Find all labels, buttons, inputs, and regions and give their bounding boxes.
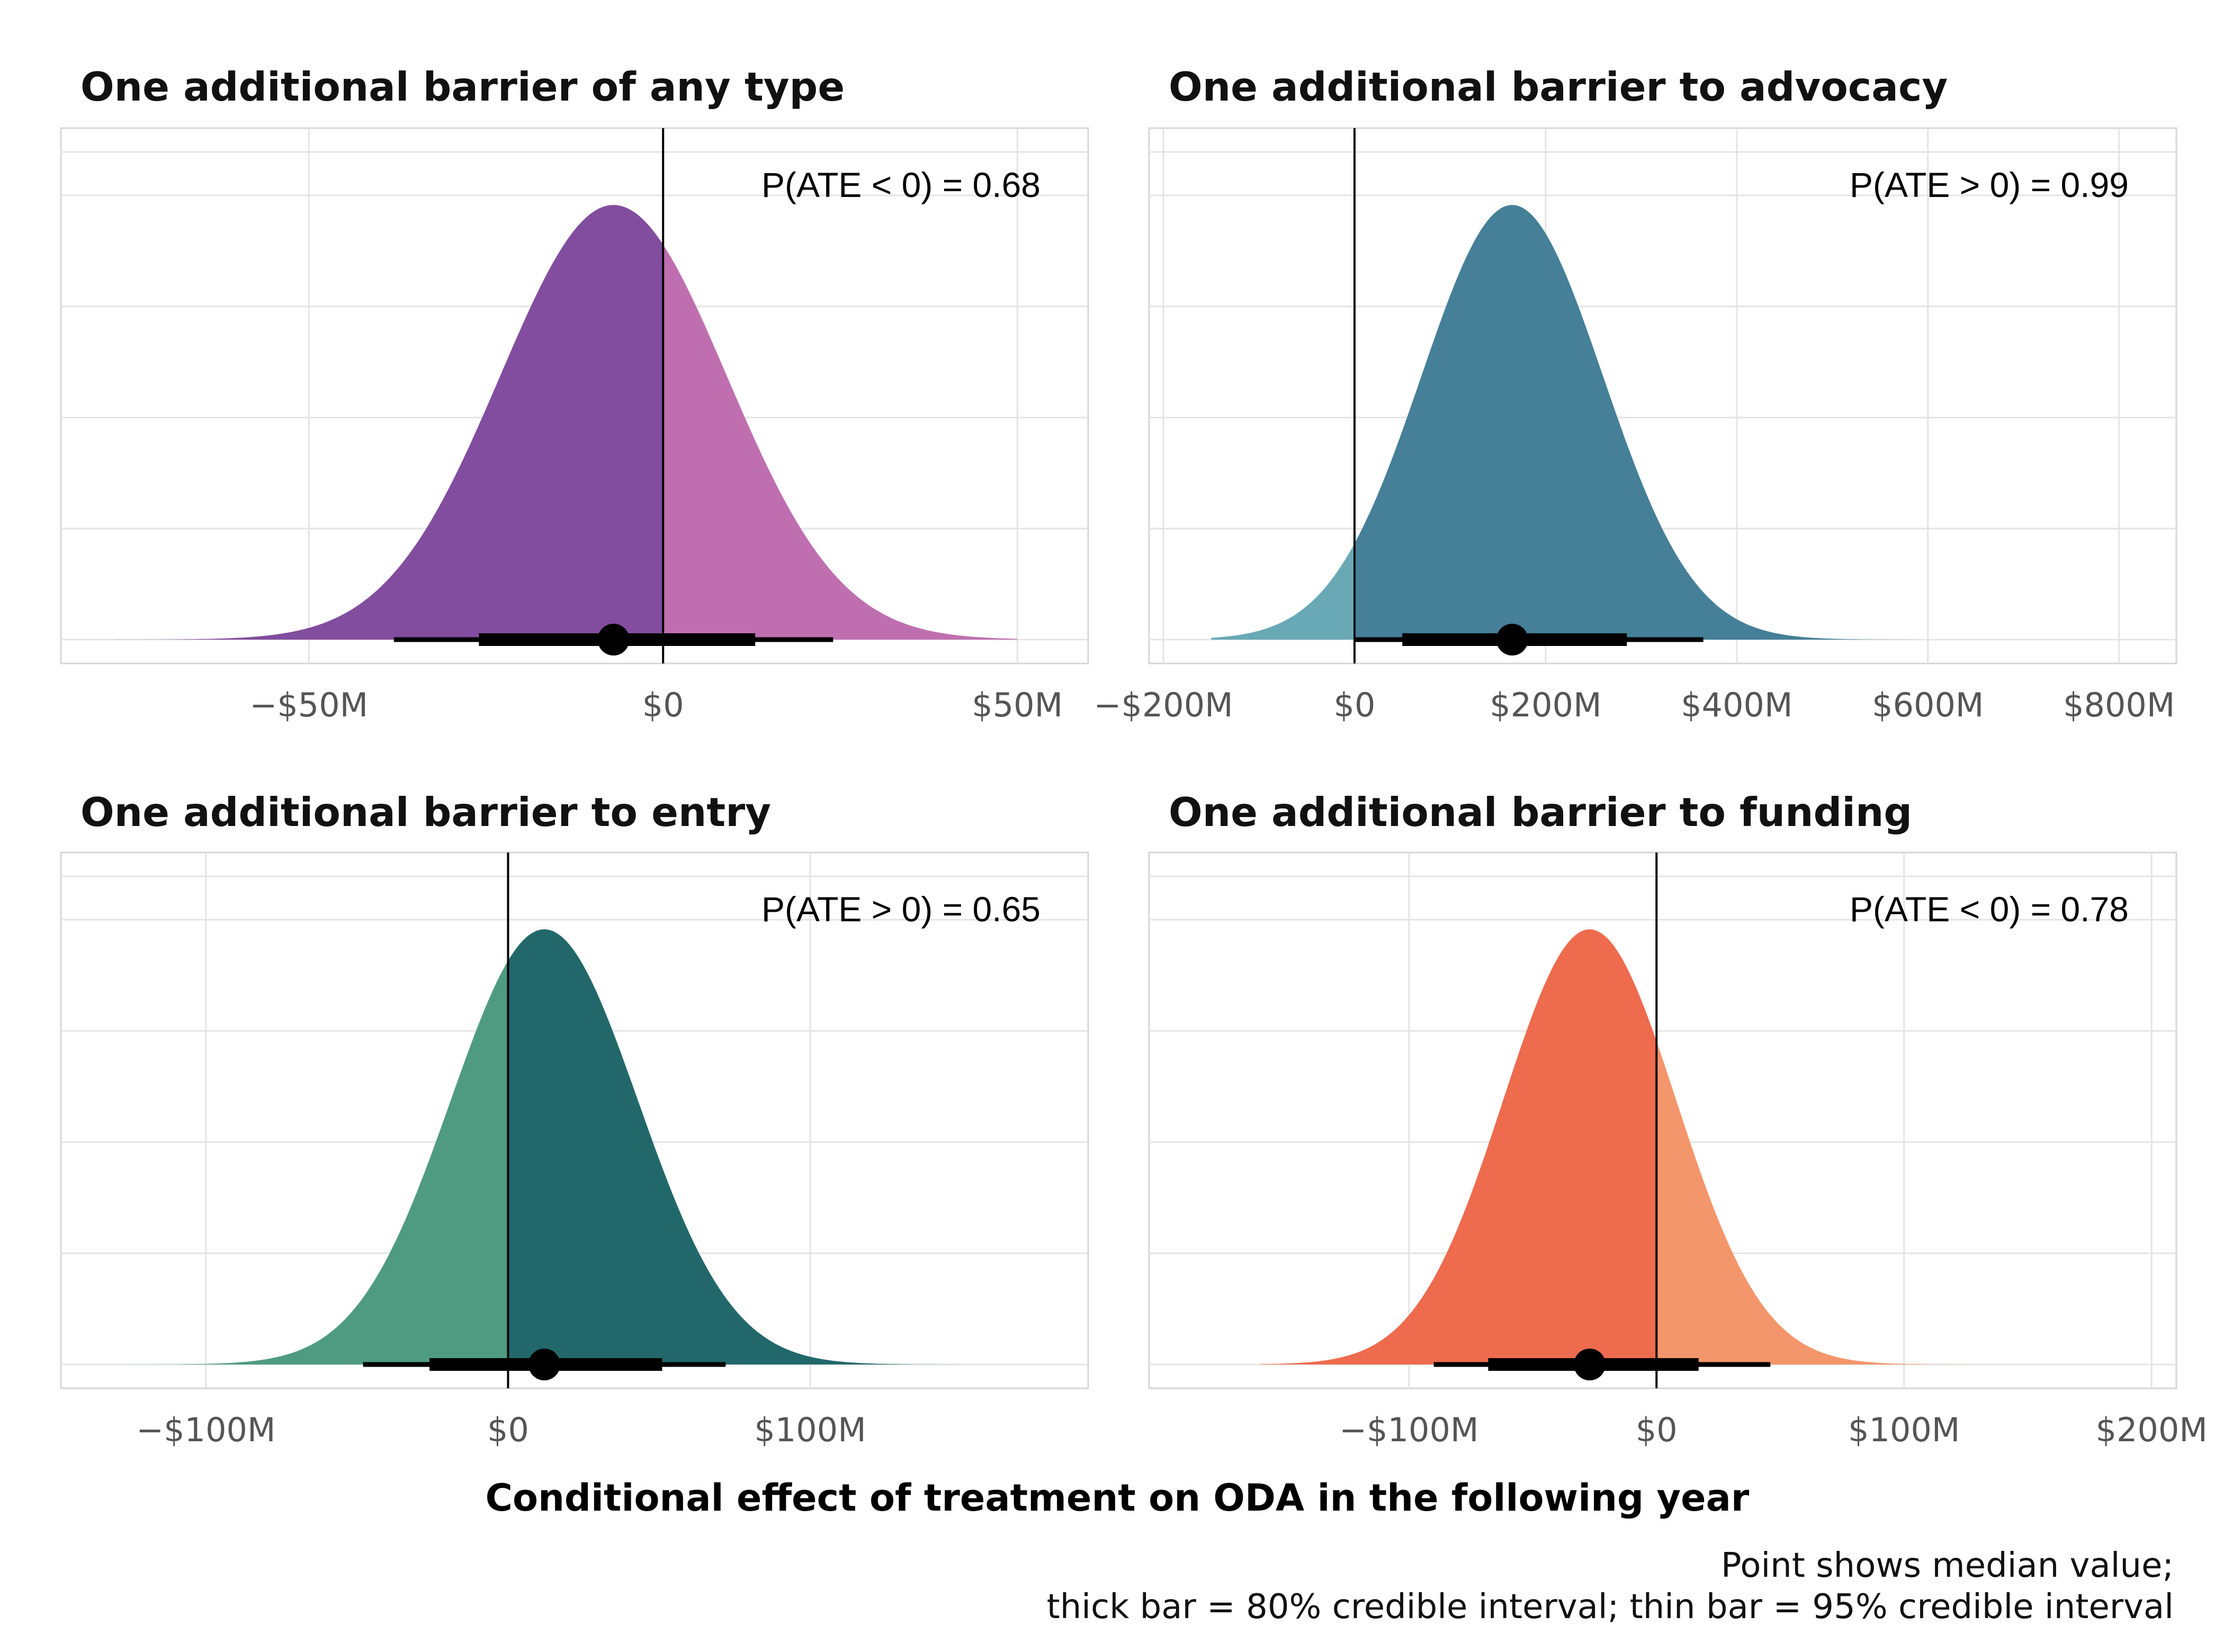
density-below-zero xyxy=(1211,543,1355,640)
median-point xyxy=(528,1349,560,1380)
panel-title: One additional barrier to funding xyxy=(1169,789,1912,836)
x-tick-label: $0 xyxy=(1334,686,1376,724)
density-above-zero xyxy=(508,929,1022,1364)
x-tick-label: $0 xyxy=(1636,1411,1678,1449)
panel-title: One additional barrier to entry xyxy=(80,789,771,836)
density-above-zero xyxy=(663,244,1018,640)
x-tick-label: $0 xyxy=(642,686,684,724)
x-tick-label: $800M xyxy=(2063,686,2175,724)
caption-line-1: Point shows median value; xyxy=(1721,1546,2174,1585)
probability-annotation: P(ATE > 0) = 0.65 xyxy=(761,890,1041,929)
probability-annotation: P(ATE < 0) = 0.68 xyxy=(761,165,1041,204)
x-tick-label: $100M xyxy=(754,1411,866,1449)
median-point xyxy=(1496,624,1528,656)
probability-annotation: P(ATE > 0) = 0.99 xyxy=(1850,165,2129,204)
x-tick-label: −$100M xyxy=(136,1411,275,1449)
density-below-zero xyxy=(85,960,508,1364)
density-above-zero xyxy=(1355,205,2024,640)
x-tick-label: $50M xyxy=(972,686,1063,724)
median-point xyxy=(597,624,630,656)
density-below-zero xyxy=(96,205,663,640)
density-below-zero xyxy=(1260,929,1657,1364)
probability-annotation: P(ATE < 0) = 0.78 xyxy=(1850,890,2129,929)
panel-title: One additional barrier to advocacy xyxy=(1169,64,1948,110)
x-tick-label: $600M xyxy=(1872,686,1984,724)
x-tick-label: $400M xyxy=(1681,686,1792,724)
panel-title: One additional barrier of any type xyxy=(80,64,845,110)
panel-2: One additional barrier to advocacy P(ATE … xyxy=(1093,64,2177,724)
panel-1: One additional barrier of any type P(ATE … xyxy=(60,64,1089,724)
x-tick-label: $100M xyxy=(1848,1411,1960,1449)
x-axis-label: Conditional effect of treatment on ODA i… xyxy=(486,1476,1750,1520)
x-tick-label: $200M xyxy=(1490,686,1601,724)
x-tick-label: −$100M xyxy=(1339,1411,1478,1449)
x-tick-label: $0 xyxy=(487,1411,529,1449)
median-point xyxy=(1574,1349,1606,1380)
caption-line-2: thick bar = 80% credible interval; thin … xyxy=(1047,1587,2174,1627)
x-tick-label: −$50M xyxy=(249,686,368,724)
x-tick-label: −$200M xyxy=(1093,686,1233,724)
x-tick-label: $200M xyxy=(2096,1411,2208,1449)
density-above-zero xyxy=(1656,1041,2152,1364)
panel-4: One additional barrier to funding P(ATE <… xyxy=(1148,789,2208,1449)
panels: One additional barrier of any type P(ATE … xyxy=(60,64,2208,1449)
panel-3: One additional barrier to entry P(ATE > 0… xyxy=(60,789,1089,1449)
